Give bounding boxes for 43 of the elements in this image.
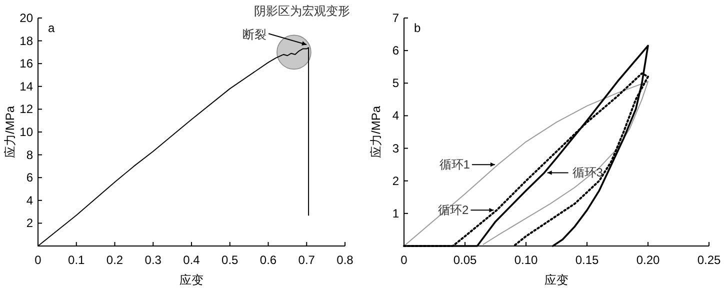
x-tick-label: 0.10	[514, 253, 538, 267]
annotation: 阴影区为宏观变形	[254, 4, 350, 18]
x-tick-label: 0	[400, 253, 408, 267]
annotation: a	[48, 21, 55, 35]
y-tick-label: 3	[392, 141, 400, 156]
y-tick-label: 2	[26, 216, 34, 230]
x-tick-label: 0.8	[336, 253, 354, 267]
x-tick-label: 0.4	[183, 253, 200, 267]
x-tick-label: 0.25	[697, 253, 721, 267]
y-tick-label: 16	[20, 56, 34, 71]
x-tick-label: 0.2	[106, 253, 124, 267]
y-axis-title: 应力/MPa	[369, 106, 383, 158]
x-tick-label: 0	[34, 253, 42, 267]
x-tick-label: 0.1	[68, 253, 86, 267]
x-tick-label: 0.20	[636, 253, 660, 267]
y-tick-label: 8	[26, 148, 34, 162]
y-tick-label: 7	[392, 11, 400, 25]
annotation: 循环2	[438, 203, 470, 218]
x-axis-title: 应变	[180, 273, 204, 287]
x-tick-label: 0.5	[222, 253, 239, 267]
y-tick-label: 10	[20, 125, 34, 139]
y-tick-label: 18	[20, 34, 34, 48]
x-axis-title: 应变	[544, 273, 568, 287]
y-tick-label: 5	[392, 76, 400, 90]
x-tick-label: 0.6	[260, 253, 277, 267]
x-tick-label: 0.05	[453, 253, 477, 267]
y-tick-label: 4	[26, 193, 34, 208]
annotation: 循环3	[572, 166, 604, 180]
y-tick-label: 6	[26, 170, 34, 185]
annotation: b	[414, 21, 421, 35]
x-tick-label: 0.3	[144, 253, 162, 267]
x-tick-label: 0.15	[575, 253, 599, 267]
y-axis-title: 应力/MPa	[3, 106, 17, 158]
annotation: 循环1	[439, 158, 470, 172]
y-tick-label: 20	[20, 11, 34, 25]
y-tick-label: 2	[392, 174, 400, 188]
y-tick-label: 1	[392, 206, 400, 220]
y-tick-label: 6	[392, 44, 400, 58]
y-tick-label: 12	[20, 102, 34, 116]
y-tick-label: 14	[20, 79, 34, 94]
annotation: 断裂	[242, 28, 267, 42]
y-tick-label: 4	[392, 108, 400, 123]
x-tick-label: 0.7	[298, 253, 316, 267]
